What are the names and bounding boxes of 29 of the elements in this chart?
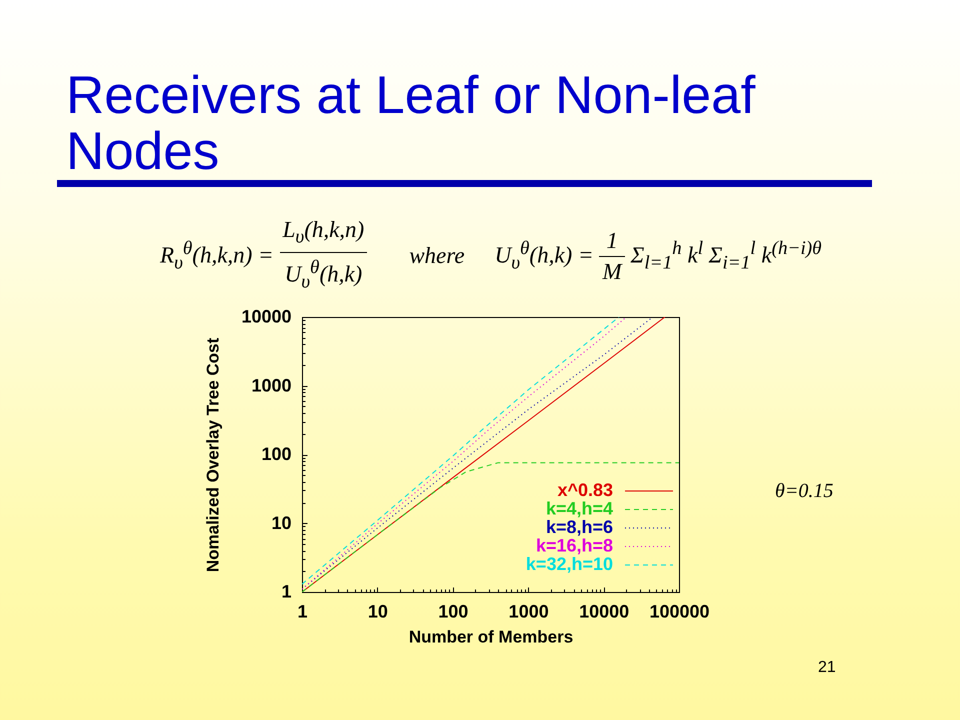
x-tick-label: 100000 <box>649 602 710 622</box>
x-tick-label: 10000 <box>579 602 630 622</box>
text: L$_{υ}$(h,k,n) <box>281 216 366 250</box>
text: M <box>601 258 624 284</box>
text: θ=0.15 <box>775 480 834 503</box>
text: U$_{υ}$$^{θ}$(h,k) <box>284 256 364 294</box>
x-tick-label: 10 <box>368 602 388 622</box>
text: R$_{υ}$$^{θ}$(h,k,n) = <box>160 238 274 274</box>
x-tick-label: 1 <box>297 602 308 622</box>
y-tick-label: 1 <box>281 582 292 602</box>
legend-label: k=32,h=10 <box>526 554 613 574</box>
text: Σ$_{l=1}$$^{h}$ k$^{l}$ Σ$_{i=1}$$^{l}$ k$^{(h−i)θ}$ <box>630 238 822 274</box>
x-tick-label: 1000 <box>508 602 549 622</box>
text: 1 <box>605 228 619 254</box>
y-tick-label: 10 <box>271 512 292 533</box>
chart-title: Receivers at Leaf or Non-leaf Nodes <box>66 66 756 181</box>
y-tick-label: 1000 <box>251 375 292 396</box>
y-tick-label: 100 <box>261 444 292 464</box>
legend-label: k=16,h=8 <box>536 536 613 556</box>
y-tick-label: 10000 <box>241 306 292 326</box>
text: where <box>409 243 465 269</box>
legend-label: k=8,h=6 <box>546 517 613 537</box>
x-tick-label: 100 <box>438 602 468 622</box>
y-axis-title: Nomalized Overlay Tree Cost <box>204 338 222 572</box>
legend-label: x^0.83 <box>557 480 613 500</box>
x-axis-title: Number of Members <box>408 628 574 646</box>
text: U$_{υ}$$^{θ}$(h,k) = <box>494 238 594 274</box>
legend-label: k=4,h=4 <box>546 498 613 518</box>
text: 21 <box>818 659 836 677</box>
